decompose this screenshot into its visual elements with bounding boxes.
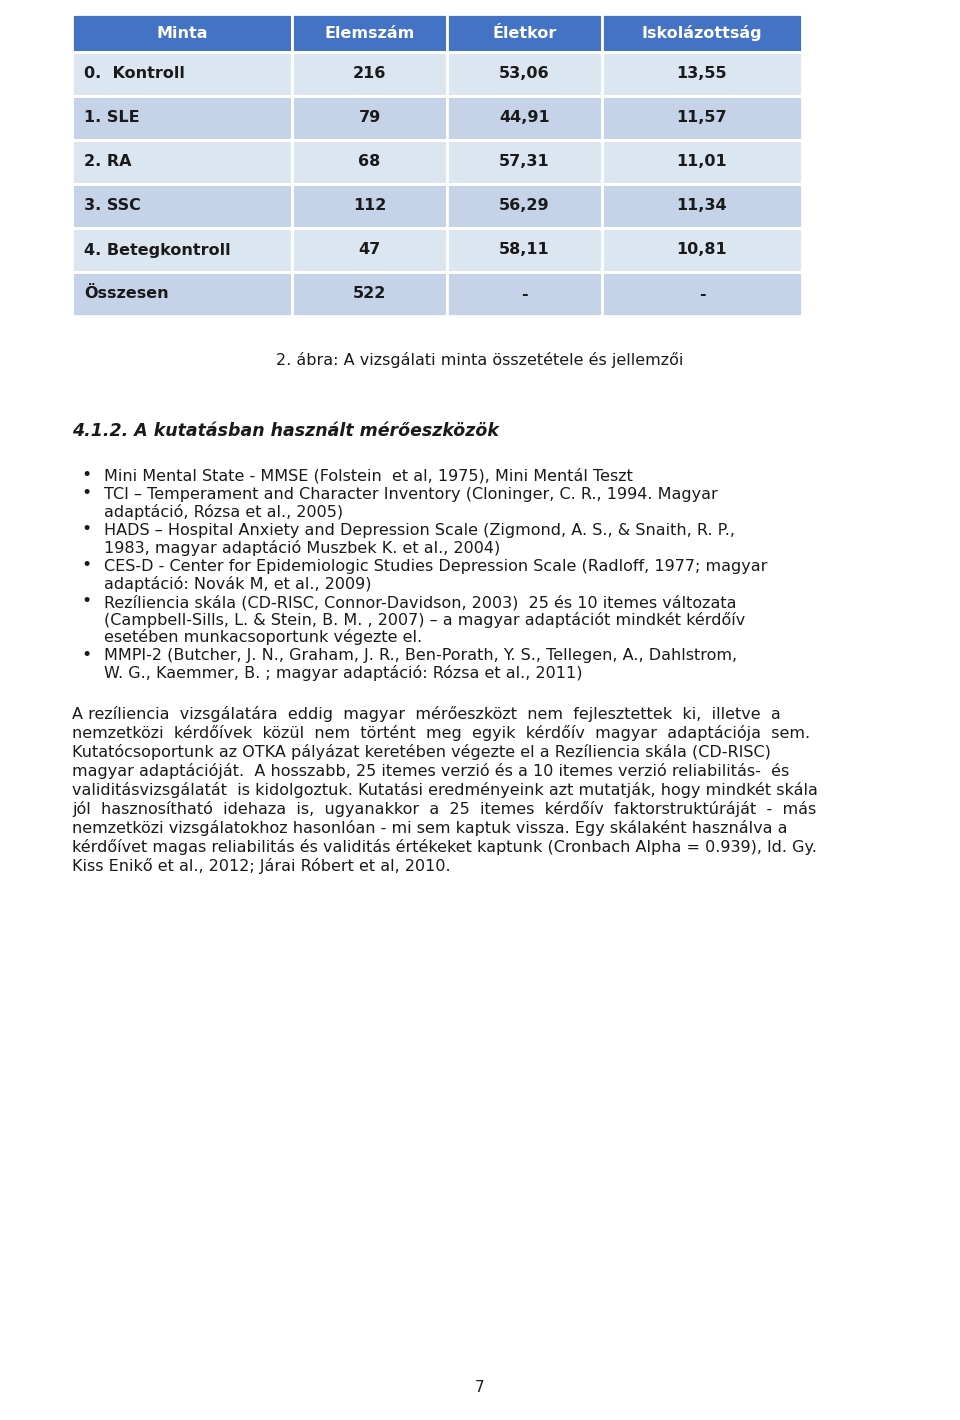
Text: •: • bbox=[81, 484, 91, 503]
Bar bbox=[292, 53, 447, 97]
Text: esetében munkacsoportunk végezte el.: esetében munkacsoportunk végezte el. bbox=[104, 629, 422, 645]
Bar bbox=[447, 229, 602, 273]
Bar bbox=[602, 273, 802, 317]
Text: 7: 7 bbox=[475, 1380, 485, 1394]
Text: 3. SSC: 3. SSC bbox=[84, 199, 141, 213]
Bar bbox=[447, 273, 602, 317]
Text: Kutatócsoportunk az OTKA pályázat keretében végezte el a Rezíliencia skála (CD-R: Kutatócsoportunk az OTKA pályázat kereté… bbox=[72, 744, 771, 760]
Text: -: - bbox=[521, 287, 528, 301]
Text: kérdőívet magas reliabilitás és validitás értékeket kaptunk (Cronbach Alpha = 0.: kérdőívet magas reliabilitás és validitá… bbox=[72, 839, 817, 855]
Text: 47: 47 bbox=[358, 243, 380, 257]
Text: nemzetközi vizsgálatokhoz hasonlóan - mi sem kaptuk vissza. Egy skálaként haszná: nemzetközi vizsgálatokhoz hasonlóan - mi… bbox=[72, 819, 787, 836]
Text: 1983, magyar adaptáció Muszbek K. et al., 2004): 1983, magyar adaptáció Muszbek K. et al.… bbox=[104, 540, 500, 557]
Text: TCI – Temperament and Character Inventory (Cloninger, C. R., 1994. Magyar: TCI – Temperament and Character Inventor… bbox=[104, 487, 718, 503]
Bar bbox=[602, 141, 802, 185]
Text: •: • bbox=[81, 557, 91, 575]
Text: 11,34: 11,34 bbox=[677, 199, 728, 213]
Text: 0.  Kontroll: 0. Kontroll bbox=[84, 67, 185, 81]
Text: 56,29: 56,29 bbox=[499, 199, 550, 213]
Text: 1. SLE: 1. SLE bbox=[84, 111, 139, 125]
Text: 10,81: 10,81 bbox=[677, 243, 728, 257]
Bar bbox=[292, 273, 447, 317]
Text: 4. Betegkontroll: 4. Betegkontroll bbox=[84, 243, 230, 257]
Text: -: - bbox=[699, 287, 706, 301]
Text: 2. RA: 2. RA bbox=[84, 155, 132, 169]
Text: Iskolázottság: Iskolázottság bbox=[641, 26, 762, 41]
Text: 79: 79 bbox=[358, 111, 380, 125]
Text: 522: 522 bbox=[353, 287, 386, 301]
Text: W. G., Kaemmer, B. ; magyar adaptáció: Rózsa et al., 2011): W. G., Kaemmer, B. ; magyar adaptáció: R… bbox=[104, 665, 583, 682]
Text: Minta: Minta bbox=[156, 26, 207, 41]
Text: 11,01: 11,01 bbox=[677, 155, 728, 169]
Text: validitásvizsgálatát  is kidolgoztuk. Kutatási eredményeink azt mutatják, hogy m: validitásvizsgálatát is kidolgoztuk. Kut… bbox=[72, 782, 818, 798]
Text: Rezíliencia skála (CD-RISC, Connor-Davidson, 2003)  25 és 10 itemes változata: Rezíliencia skála (CD-RISC, Connor-David… bbox=[104, 595, 736, 611]
Text: •: • bbox=[81, 646, 91, 663]
Bar bbox=[292, 141, 447, 185]
Text: 216: 216 bbox=[353, 67, 386, 81]
Bar bbox=[292, 185, 447, 229]
Bar bbox=[602, 14, 802, 53]
Text: •: • bbox=[81, 592, 91, 611]
Bar bbox=[72, 141, 292, 185]
Text: adaptáció, Rózsa et al., 2005): adaptáció, Rózsa et al., 2005) bbox=[104, 504, 343, 520]
Text: 11,57: 11,57 bbox=[677, 111, 728, 125]
Bar bbox=[602, 229, 802, 273]
Bar bbox=[602, 97, 802, 141]
Text: •: • bbox=[81, 521, 91, 538]
Text: 4.1.2. A kutatásban használt mérőeszközök: 4.1.2. A kutatásban használt mérőeszközö… bbox=[72, 422, 499, 440]
Text: 58,11: 58,11 bbox=[499, 243, 550, 257]
Text: Mini Mental State - MMSE (Folstein  et al, 1975), Mini Mentál Teszt: Mini Mental State - MMSE (Folstein et al… bbox=[104, 469, 633, 483]
Text: magyar adaptációját.  A hosszabb, 25 itemes verzió és a 10 itemes verzió reliabi: magyar adaptációját. A hosszabb, 25 item… bbox=[72, 763, 789, 780]
Text: adaptáció: Novák M, et al., 2009): adaptáció: Novák M, et al., 2009) bbox=[104, 577, 372, 592]
Text: CES-D - Center for Epidemiologic Studies Depression Scale (Radloff, 1977; magyar: CES-D - Center for Epidemiologic Studies… bbox=[104, 559, 767, 574]
Text: Kiss Enikő et al., 2012; Járai Róbert et al, 2010.: Kiss Enikő et al., 2012; Járai Róbert et… bbox=[72, 858, 450, 873]
Text: jól  hasznosítható  idehaza  is,  ugyanakkor  a  25  itemes  kérdőív  faktorstru: jól hasznosítható idehaza is, ugyanakkor… bbox=[72, 801, 816, 816]
Bar bbox=[72, 273, 292, 317]
Bar bbox=[447, 14, 602, 53]
Text: MMPI-2 (Butcher, J. N., Graham, J. R., Ben-Porath, Y. S., Tellegen, A., Dahlstro: MMPI-2 (Butcher, J. N., Graham, J. R., B… bbox=[104, 648, 737, 663]
Text: 68: 68 bbox=[358, 155, 380, 169]
Bar bbox=[72, 53, 292, 97]
Text: 53,06: 53,06 bbox=[499, 67, 550, 81]
Text: 2. ábra: A vizsgálati minta összetétele és jellemzői: 2. ábra: A vizsgálati minta összetétele … bbox=[276, 352, 684, 368]
Text: A rezíliencia  vizsgálatára  eddig  magyar  mérőeszközt  nem  fejlesztettek  ki,: A rezíliencia vizsgálatára eddig magyar … bbox=[72, 706, 780, 721]
Bar bbox=[292, 97, 447, 141]
Text: HADS – Hospital Anxiety and Depression Scale (Zigmond, A. S., & Snaith, R. P.,: HADS – Hospital Anxiety and Depression S… bbox=[104, 523, 735, 538]
Bar bbox=[447, 53, 602, 97]
Bar bbox=[292, 229, 447, 273]
Text: Életkor: Életkor bbox=[492, 26, 557, 41]
Bar bbox=[602, 185, 802, 229]
Text: 112: 112 bbox=[353, 199, 386, 213]
Text: Összesen: Összesen bbox=[84, 287, 169, 301]
Text: (Campbell-Sills, L. & Stein, B. M. , 2007) – a magyar adaptációt mindkét kérdőív: (Campbell-Sills, L. & Stein, B. M. , 200… bbox=[104, 612, 745, 628]
Bar bbox=[447, 97, 602, 141]
Bar bbox=[447, 141, 602, 185]
Text: nemzetközi  kérdőívek  közül  nem  történt  meg  egyik  kérdőív  magyar  adaptác: nemzetközi kérdőívek közül nem történt m… bbox=[72, 726, 810, 741]
Bar bbox=[292, 14, 447, 53]
Text: Elemszám: Elemszám bbox=[324, 26, 415, 41]
Bar bbox=[602, 53, 802, 97]
Bar bbox=[72, 14, 292, 53]
Text: 13,55: 13,55 bbox=[677, 67, 728, 81]
Text: 57,31: 57,31 bbox=[499, 155, 550, 169]
Text: 44,91: 44,91 bbox=[499, 111, 550, 125]
Bar bbox=[72, 97, 292, 141]
Bar bbox=[72, 185, 292, 229]
Bar bbox=[72, 229, 292, 273]
Text: •: • bbox=[81, 466, 91, 483]
Bar bbox=[447, 185, 602, 229]
